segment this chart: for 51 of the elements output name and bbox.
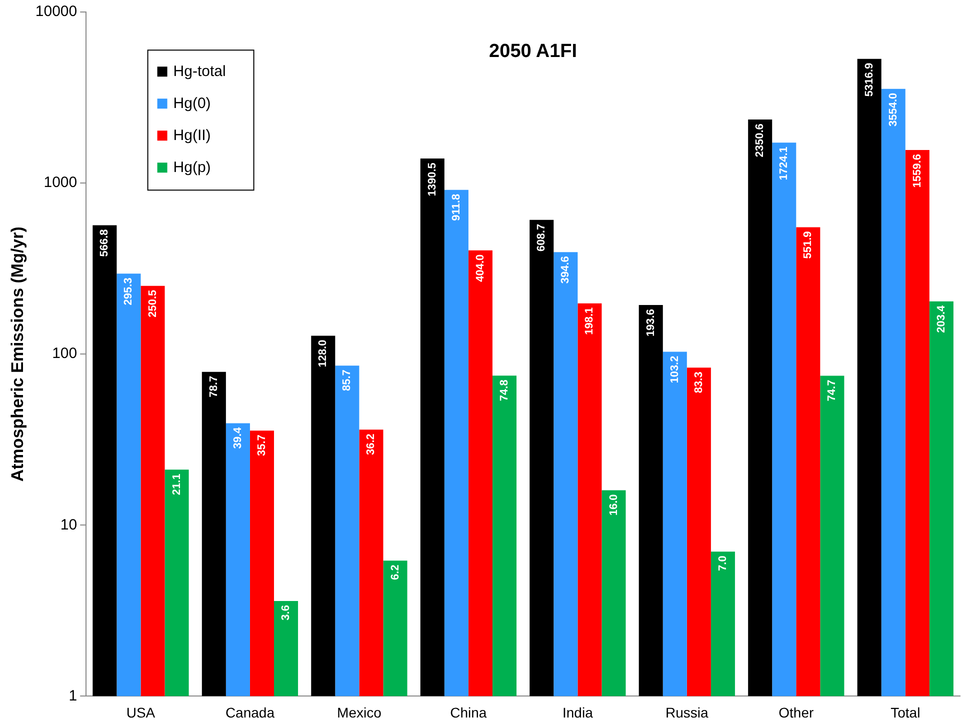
data-label: 198.1 (584, 307, 596, 335)
data-label: 21.1 (170, 474, 183, 496)
data-label: 128.0 (317, 340, 330, 368)
x-tick-label: Mexico (337, 704, 382, 720)
data-label: 1390.5 (426, 162, 438, 196)
legend-label: Hg(II) (173, 126, 211, 144)
y-tick-label: 1000 (44, 174, 78, 192)
data-label: 404.0 (474, 254, 486, 282)
data-label: 35.7 (256, 434, 268, 456)
data-label: 295.3 (122, 278, 135, 306)
legend-label: Hg-total (173, 62, 226, 80)
x-tick-label: Other (778, 704, 814, 720)
data-label: 7.0 (716, 556, 729, 571)
data-label: 2350.6 (754, 124, 766, 158)
y-axis-title: Atmospheric Emissions (Mg/yr) (8, 226, 27, 482)
data-label: 911.8 (450, 194, 462, 221)
data-label: 83.3 (692, 372, 705, 394)
y-tick-label: 1 (68, 687, 78, 704)
data-label: 74.7 (826, 380, 838, 402)
data-label: 566.8 (98, 229, 111, 257)
data-label: 551.9 (802, 231, 814, 259)
data-label: 6.2 (389, 564, 402, 580)
data-label: 3554.0 (887, 92, 900, 127)
data-label: 39.4 (232, 426, 244, 449)
y-tick-label: 100 (52, 345, 78, 362)
legend-label: Hg(0) (173, 94, 211, 112)
data-label: 36.2 (365, 434, 378, 456)
data-label: 1724.1 (778, 146, 790, 180)
text: 2050 A1FI (489, 41, 578, 62)
x-tick-label: China (450, 704, 487, 720)
data-label: 193.6 (644, 309, 657, 337)
data-label: 5316.9 (863, 62, 876, 97)
data-label: 203.4 (935, 304, 948, 333)
data-label: 16.0 (608, 494, 620, 516)
x-tick-label: India (562, 704, 594, 720)
x-tick-label: Canada (225, 704, 275, 720)
y-tick-label: 10 (60, 516, 78, 534)
legend-label: Hg(p) (173, 158, 211, 176)
x-tick-label: USA (126, 704, 156, 720)
data-label: 103.2 (668, 356, 681, 384)
data-label: 394.6 (560, 256, 572, 284)
x-tick-label: Russia (666, 704, 709, 720)
data-label: 85.7 (341, 370, 354, 391)
data-label: 78.7 (208, 376, 220, 398)
y-tick-label: 10000 (35, 3, 78, 20)
data-label: 74.8 (498, 380, 511, 402)
data-label: 250.5 (146, 290, 159, 318)
data-label: 3.6 (280, 605, 292, 620)
data-label: 1559.6 (911, 154, 924, 188)
x-tick-label: Total (890, 704, 920, 720)
data-label: 608.7 (536, 224, 548, 252)
